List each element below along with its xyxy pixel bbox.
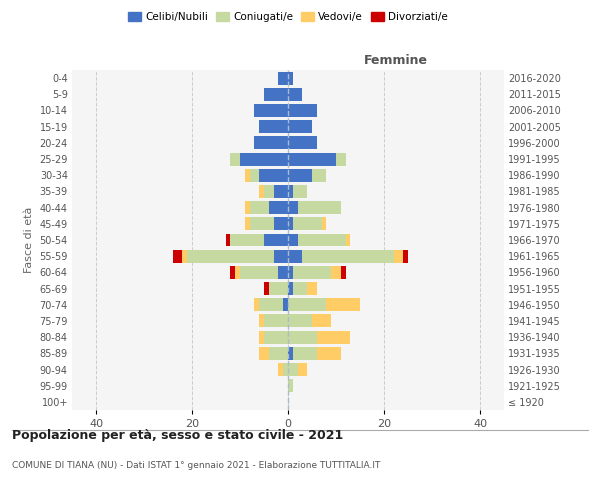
Bar xyxy=(274,185,288,198)
Bar xyxy=(274,250,288,262)
Bar xyxy=(269,201,288,214)
Bar xyxy=(288,330,317,344)
Bar xyxy=(259,298,283,311)
Bar xyxy=(269,347,288,360)
Bar xyxy=(288,218,293,230)
Text: COMUNE DI TIANA (NU) - Dati ISTAT 1° gennaio 2021 - Elaborazione TUTTITALIA.IT: COMUNE DI TIANA (NU) - Dati ISTAT 1° gen… xyxy=(12,461,380,470)
Text: Femmine: Femmine xyxy=(364,54,428,66)
Bar xyxy=(259,169,288,181)
Bar xyxy=(288,379,293,392)
Bar xyxy=(235,266,240,279)
Bar xyxy=(288,136,317,149)
Bar xyxy=(254,104,288,117)
Bar xyxy=(312,314,331,328)
Bar xyxy=(288,363,298,376)
Bar xyxy=(298,234,346,246)
Legend: Celibi/Nubili, Coniugati/e, Vedovi/e, Divorziati/e: Celibi/Nubili, Coniugati/e, Vedovi/e, Di… xyxy=(124,8,452,26)
Text: Popolazione per età, sesso e stato civile - 2021: Popolazione per età, sesso e stato civil… xyxy=(12,430,343,442)
Bar xyxy=(173,250,182,262)
Bar xyxy=(245,169,250,181)
Bar xyxy=(278,72,288,85)
Bar xyxy=(288,234,298,246)
Bar xyxy=(187,250,274,262)
Bar xyxy=(245,218,250,230)
Bar xyxy=(230,152,240,166)
Bar xyxy=(269,282,288,295)
Bar xyxy=(264,282,269,295)
Bar xyxy=(264,185,274,198)
Bar xyxy=(346,234,350,246)
Bar xyxy=(278,363,283,376)
Bar xyxy=(259,185,264,198)
Y-axis label: Fasce di età: Fasce di età xyxy=(24,207,34,273)
Bar xyxy=(293,282,307,295)
Bar xyxy=(250,169,259,181)
Bar xyxy=(288,201,298,214)
Bar xyxy=(240,266,278,279)
Bar xyxy=(317,330,350,344)
Bar xyxy=(307,282,317,295)
Bar xyxy=(264,314,288,328)
Bar xyxy=(336,152,346,166)
Bar xyxy=(264,88,288,101)
Bar xyxy=(254,136,288,149)
Bar xyxy=(283,363,288,376)
Bar xyxy=(288,266,293,279)
Bar xyxy=(230,234,264,246)
Bar xyxy=(293,218,322,230)
Bar xyxy=(288,250,302,262)
Bar xyxy=(278,266,288,279)
Bar xyxy=(245,201,250,214)
Bar xyxy=(264,330,288,344)
Bar xyxy=(293,266,331,279)
Bar xyxy=(298,363,307,376)
Bar xyxy=(298,201,341,214)
Bar xyxy=(259,330,264,344)
Bar xyxy=(288,314,312,328)
Bar xyxy=(331,266,341,279)
Bar xyxy=(326,298,360,311)
Bar xyxy=(259,347,269,360)
Bar xyxy=(341,266,346,279)
Bar xyxy=(317,347,341,360)
Bar xyxy=(254,298,259,311)
Bar xyxy=(288,72,293,85)
Bar xyxy=(288,347,293,360)
Bar xyxy=(288,298,326,311)
Bar xyxy=(250,201,269,214)
Bar xyxy=(312,169,326,181)
Bar xyxy=(288,152,336,166)
Bar xyxy=(226,234,230,246)
Bar xyxy=(288,185,293,198)
Bar xyxy=(240,152,288,166)
Bar xyxy=(259,120,288,133)
Bar xyxy=(293,185,307,198)
Bar xyxy=(259,314,264,328)
Bar xyxy=(288,88,302,101)
Bar xyxy=(293,347,317,360)
Bar xyxy=(322,218,326,230)
Bar xyxy=(288,120,312,133)
Bar xyxy=(403,250,408,262)
Bar xyxy=(182,250,187,262)
Bar xyxy=(283,298,288,311)
Bar xyxy=(230,266,235,279)
Bar xyxy=(250,218,274,230)
Bar xyxy=(288,104,317,117)
Bar xyxy=(288,282,293,295)
Bar xyxy=(288,169,312,181)
Bar xyxy=(394,250,403,262)
Bar xyxy=(274,218,288,230)
Bar xyxy=(264,234,288,246)
Bar xyxy=(302,250,394,262)
